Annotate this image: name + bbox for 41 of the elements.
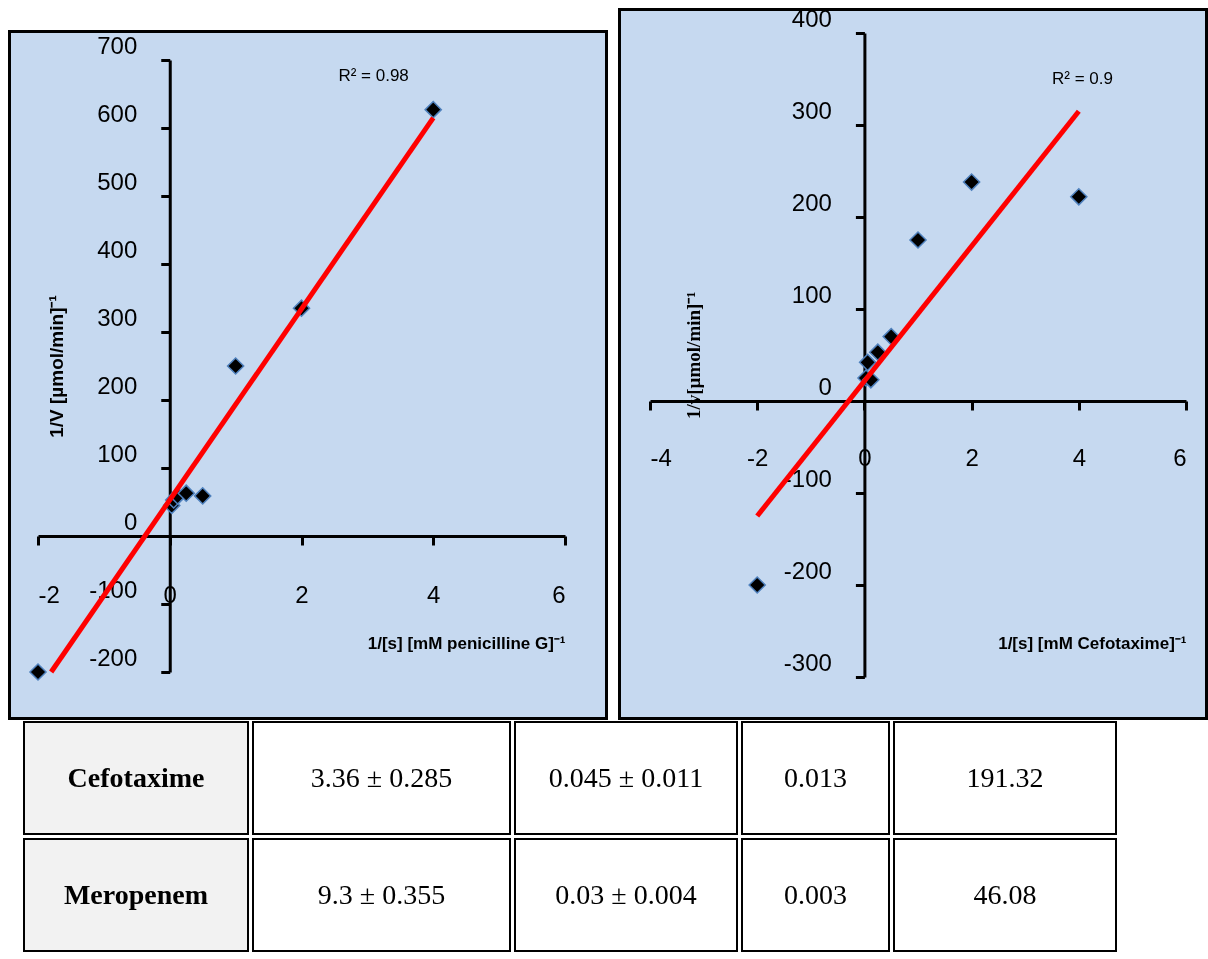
text: 191.32: [893, 721, 1117, 835]
text: 46.08: [893, 838, 1117, 952]
x-axis-title: 1/[s] [mM Cefotaxime]⁻¹: [998, 633, 1187, 653]
annotation: R² = 0.9: [1052, 69, 1113, 88]
y-tick-label: -200: [89, 643, 138, 671]
y-tick-label: 0: [818, 372, 832, 400]
text: 9.3 ± 0.355: [252, 838, 511, 952]
x-tick-label: -4: [650, 443, 672, 471]
y-tick-label: 100: [791, 280, 832, 308]
x-tick-label: 6: [552, 580, 566, 608]
x-axis-title: 1/[s] [mM penicilline G]⁻¹: [367, 633, 566, 653]
y-axis-title: 1/V [µmol/min]⁻¹: [46, 295, 68, 438]
x-tick-label: 2: [295, 580, 309, 608]
y-tick-label: 300: [97, 303, 138, 331]
text: 0.03 ± 0.004: [514, 838, 738, 952]
x-tick-label: 4: [1072, 443, 1086, 471]
y-tick-label: 200: [791, 188, 832, 216]
y-axis-title: 1/v[µmol/min]⁻¹: [682, 291, 704, 420]
y-tick-label: 500: [97, 167, 138, 195]
y-tick-label: 100: [97, 439, 138, 467]
text: Meropenem: [23, 838, 249, 952]
y-tick-label: -100: [783, 464, 832, 492]
x-tick-label: -2: [747, 443, 769, 471]
y-tick-label: 200: [97, 371, 138, 399]
text: 0.013: [741, 721, 890, 835]
annotation: R² = 0.98: [338, 66, 409, 85]
text: Cefotaxime: [23, 721, 249, 835]
x-tick-label: 2: [965, 443, 979, 471]
y-tick-label: 700: [97, 31, 138, 59]
text: 0.045 ± 0.011: [514, 721, 738, 835]
y-tick-label: -300: [783, 648, 832, 676]
y-tick-label: 0: [123, 507, 138, 535]
text: 0.003: [741, 838, 890, 952]
y-tick-label: 600: [97, 99, 138, 127]
y-tick-label: -200: [783, 556, 832, 584]
y-tick-label: 400: [97, 235, 138, 263]
y-tick-label: 300: [791, 96, 832, 124]
x-tick-label: -2: [38, 580, 60, 608]
x-tick-label: 4: [427, 580, 441, 608]
text: 3.36 ± 0.285: [252, 721, 511, 835]
x-tick-label: 6: [1173, 443, 1187, 471]
